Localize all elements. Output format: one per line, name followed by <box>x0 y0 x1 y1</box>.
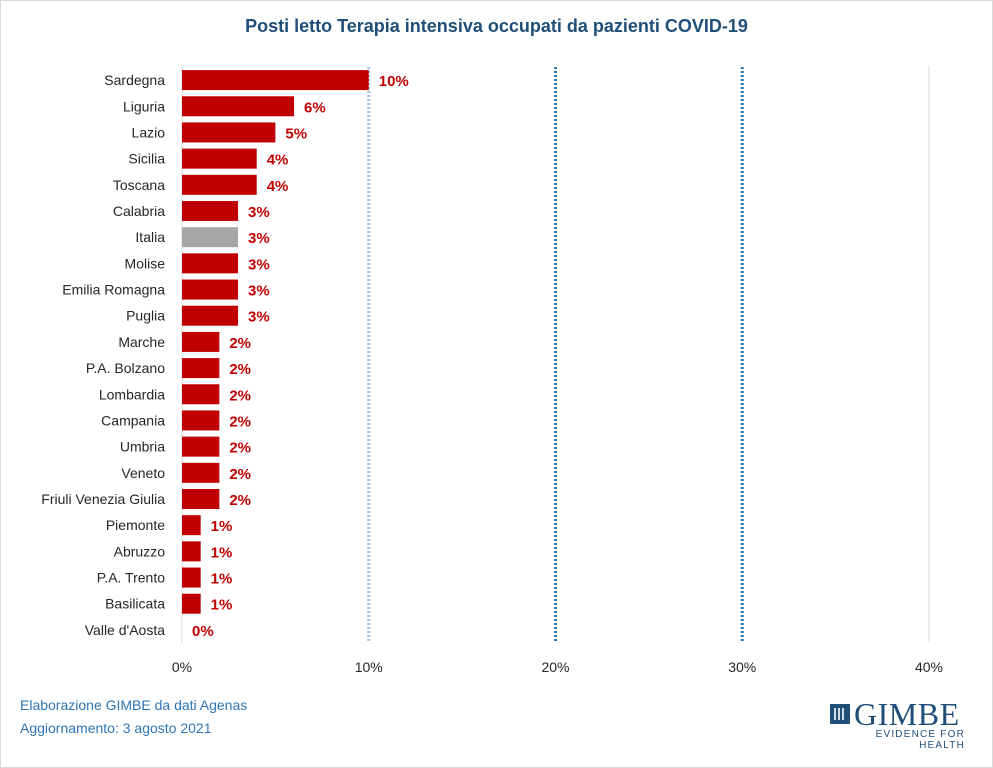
data-label: 2% <box>229 413 251 430</box>
bar <box>182 201 239 221</box>
category-label: Umbria <box>120 439 165 455</box>
gimbe-logo-tagline: EVIDENCE FOR HEALTH <box>875 729 965 751</box>
category-label: Marche <box>118 334 165 350</box>
data-label: 1% <box>211 597 233 614</box>
category-label: Calabria <box>113 203 165 219</box>
category-label: Lazio <box>132 124 166 140</box>
data-label: 4% <box>267 178 289 195</box>
data-label: 3% <box>248 309 270 326</box>
category-label: Sicilia <box>128 151 165 167</box>
data-label: 2% <box>229 466 251 483</box>
bar <box>182 148 257 169</box>
data-label: 2% <box>229 440 251 457</box>
bar <box>182 227 239 248</box>
chart-title: Posti letto Terapia intensiva occupati d… <box>245 16 748 36</box>
category-label: Campania <box>101 412 165 428</box>
category-label: Basilicata <box>105 596 165 612</box>
bar <box>182 122 276 143</box>
category-label: Liguria <box>123 98 165 114</box>
category-label: Toscana <box>113 177 165 193</box>
gimbe-logo: GIMBE EVIDENCE FOR HEALTH <box>830 696 965 751</box>
data-label: 3% <box>248 230 270 247</box>
data-label: 3% <box>248 256 270 273</box>
bar <box>182 384 220 405</box>
bar <box>182 305 239 326</box>
data-label: 5% <box>285 125 307 142</box>
data-label: 1% <box>211 544 233 561</box>
bar <box>182 96 295 117</box>
data-label: 0% <box>192 623 214 640</box>
footer-update: Aggiornamento: 3 agosto 2021 <box>20 720 212 736</box>
x-tick-label: 30% <box>728 659 756 675</box>
bar <box>182 410 220 431</box>
category-label: Valle d'Aosta <box>85 622 165 638</box>
data-label: 10% <box>379 73 409 90</box>
data-label: 1% <box>211 571 233 588</box>
x-tick-label: 40% <box>915 659 943 675</box>
category-label: Puglia <box>126 308 165 324</box>
data-label: 6% <box>304 99 326 116</box>
category-label: Friuli Venezia Giulia <box>41 491 165 507</box>
x-tick-label: 10% <box>355 659 383 675</box>
bar <box>182 436 220 457</box>
category-label: Sardegna <box>104 72 165 88</box>
data-label: 2% <box>229 335 251 352</box>
bar <box>182 279 239 300</box>
bar <box>182 489 220 509</box>
category-label: Lombardia <box>99 386 165 402</box>
data-label: 3% <box>248 204 270 221</box>
category-label: Abruzzo <box>114 543 166 559</box>
data-label: 1% <box>211 518 233 535</box>
bar <box>182 462 220 483</box>
footer-source: Elaborazione GIMBE da dati Agenas <box>20 697 248 713</box>
data-label: 2% <box>229 361 251 378</box>
category-label: Veneto <box>121 465 165 481</box>
gimbe-logo-icon <box>830 704 850 724</box>
category-label: Piemonte <box>106 517 165 533</box>
bar <box>182 567 201 588</box>
data-label: 2% <box>229 387 251 404</box>
bar <box>182 253 239 274</box>
category-label: P.A. Bolzano <box>86 360 165 376</box>
x-tick-label: 0% <box>172 659 192 675</box>
data-label: 2% <box>229 492 251 509</box>
category-label: P.A. Trento <box>97 570 165 586</box>
bar <box>182 331 220 352</box>
category-label: Italia <box>135 229 165 245</box>
bar <box>182 541 201 562</box>
bar <box>182 174 257 195</box>
bar <box>182 593 201 614</box>
category-label: Molise <box>125 255 166 271</box>
category-label: Emilia Romagna <box>62 282 165 298</box>
data-label: 4% <box>267 152 289 169</box>
bar <box>182 515 201 536</box>
x-tick-label: 20% <box>541 659 569 675</box>
data-label: 3% <box>248 283 270 300</box>
gimbe-logo-text: GIMBE <box>854 696 960 732</box>
bar <box>182 70 369 91</box>
bar <box>182 358 220 379</box>
